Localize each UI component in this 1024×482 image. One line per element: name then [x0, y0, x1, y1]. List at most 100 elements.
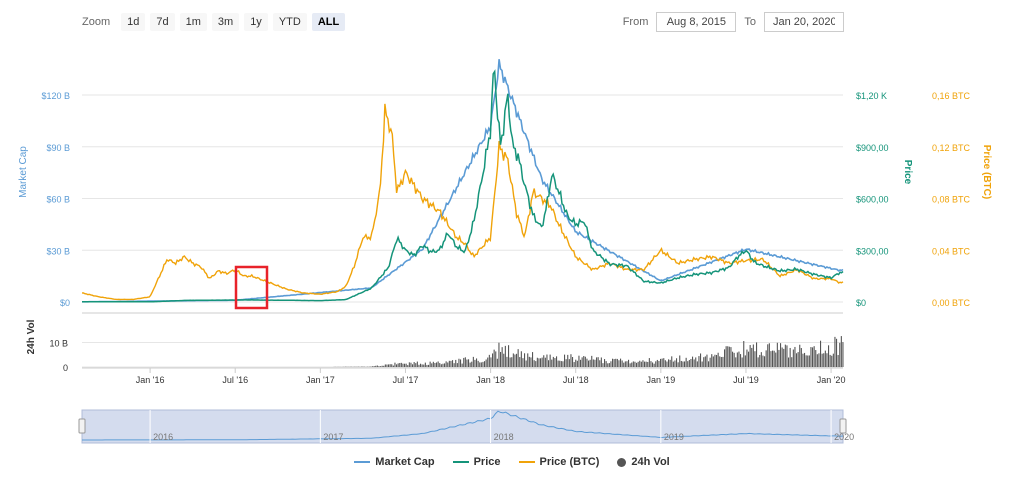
volume-bar: [437, 361, 439, 367]
volume-bar: [711, 354, 713, 367]
volume-bar: [732, 351, 734, 367]
volume-bar: [490, 357, 492, 367]
volume-bar: [528, 356, 530, 367]
volume-bar: [700, 353, 702, 367]
volume-bar: [500, 351, 502, 367]
volume-bar: [698, 356, 700, 367]
volume-bar: [588, 360, 590, 367]
volume-bar: [642, 360, 644, 367]
volume-bar: [799, 344, 801, 367]
volume-bar: [688, 360, 690, 367]
zoom-ytd-button[interactable]: YTD: [272, 13, 307, 31]
volume-bar: [834, 336, 836, 367]
navigator[interactable]: 2016 2017 2018 2019 2020: [78, 409, 854, 444]
volume-bar: [652, 362, 654, 367]
volume-bar: [762, 355, 764, 367]
legend-swatch-price: [452, 461, 469, 463]
volume-bar: [644, 361, 646, 367]
volume-bar: [460, 359, 462, 367]
volume-bar: [784, 344, 786, 367]
volume-bar: [805, 355, 807, 367]
navigator-year-label: 2018: [494, 432, 514, 442]
volume-bar: [575, 359, 577, 367]
legend-item-volume[interactable]: 24h Vol: [617, 456, 670, 468]
volume-bar: [754, 351, 756, 367]
volume-bar: [597, 357, 599, 367]
volume-bar: [773, 350, 775, 367]
x-tick-label: Jul '17: [393, 375, 419, 385]
volume-bar: [756, 342, 758, 367]
volume-bar: [615, 358, 617, 367]
volume-bar: [797, 352, 799, 367]
y-tick-market-cap: $90 B: [46, 143, 70, 153]
volume-bar: [381, 365, 383, 367]
zoom-all-button[interactable]: ALL: [311, 13, 346, 31]
volume-bar: [375, 365, 377, 367]
y-tick-price: $1,20 K: [856, 91, 887, 101]
volume-bar: [525, 360, 527, 367]
zoom-7d-button[interactable]: 7d: [150, 13, 175, 31]
volume-bar: [626, 361, 628, 367]
volume-bar: [770, 351, 772, 367]
zoom-3m-button[interactable]: 3m: [211, 13, 240, 31]
volume-bar: [512, 353, 514, 367]
volume-bar: [591, 355, 593, 367]
volume-bar: [504, 345, 506, 367]
volume-bar: [818, 353, 820, 367]
legend-item-price[interactable]: Price: [452, 456, 501, 468]
volume-bar: [728, 346, 730, 367]
zoom-1m-button[interactable]: 1m: [179, 13, 207, 31]
volume-bar: [772, 350, 774, 367]
zoom-1d-button[interactable]: 1d: [121, 13, 146, 31]
volume-bar: [540, 358, 542, 367]
volume-bar: [840, 336, 842, 367]
volume-bar: [746, 349, 748, 367]
navigator-handle-left[interactable]: [78, 418, 86, 434]
volume-bar: [599, 360, 601, 367]
volume-bar: [389, 364, 391, 367]
volume-bar: [823, 353, 825, 367]
y-axis-title-market-cap: Market Cap: [18, 146, 29, 198]
volume-bar: [418, 364, 420, 367]
zoom-1y-button[interactable]: 1y: [244, 13, 268, 31]
y-axis-title-volume: 24h Vol: [26, 319, 37, 354]
volume-bar: [442, 363, 444, 367]
volume-bar: [669, 359, 671, 367]
volume-bar: [519, 357, 521, 367]
volume-bar: [776, 342, 778, 367]
volume-bar: [717, 352, 719, 367]
volume-bar: [767, 344, 769, 367]
volume-bar: [695, 357, 697, 367]
volume-bar: [445, 361, 447, 367]
volume-bar: [631, 362, 633, 367]
navigator-handle-right[interactable]: [839, 418, 847, 434]
volume-bar: [402, 363, 404, 367]
volume-bar: [692, 356, 694, 367]
volume-bar: [488, 354, 490, 367]
volume-bar: [436, 362, 438, 367]
volume-bar: [560, 361, 562, 367]
y-tick-price: $900,00: [856, 143, 889, 153]
volume-bar: [701, 361, 703, 367]
volume-bar: [760, 352, 762, 367]
volume-bar: [484, 361, 486, 367]
volume-bar: [674, 360, 676, 367]
to-date-input[interactable]: [764, 12, 844, 32]
volume-bar: [463, 357, 465, 367]
legend-item-price-btc[interactable]: Price (BTC): [518, 456, 599, 468]
volume-bar: [564, 354, 566, 367]
highlight-box: [234, 265, 269, 310]
legend-item-market-cap[interactable]: Market Cap: [354, 456, 435, 468]
volume-bar: [722, 356, 724, 367]
volume-bar: [439, 363, 441, 367]
y-tick-volume: 0: [63, 363, 68, 373]
volume-bar: [520, 351, 522, 367]
volume-bar: [416, 361, 418, 367]
volume-bar: [466, 359, 468, 367]
volume-bar: [605, 361, 607, 367]
x-tick-label: Jan '19: [646, 375, 675, 385]
volume-bar: [533, 360, 535, 367]
volume-bar: [554, 358, 556, 367]
from-date-input[interactable]: [656, 12, 737, 32]
